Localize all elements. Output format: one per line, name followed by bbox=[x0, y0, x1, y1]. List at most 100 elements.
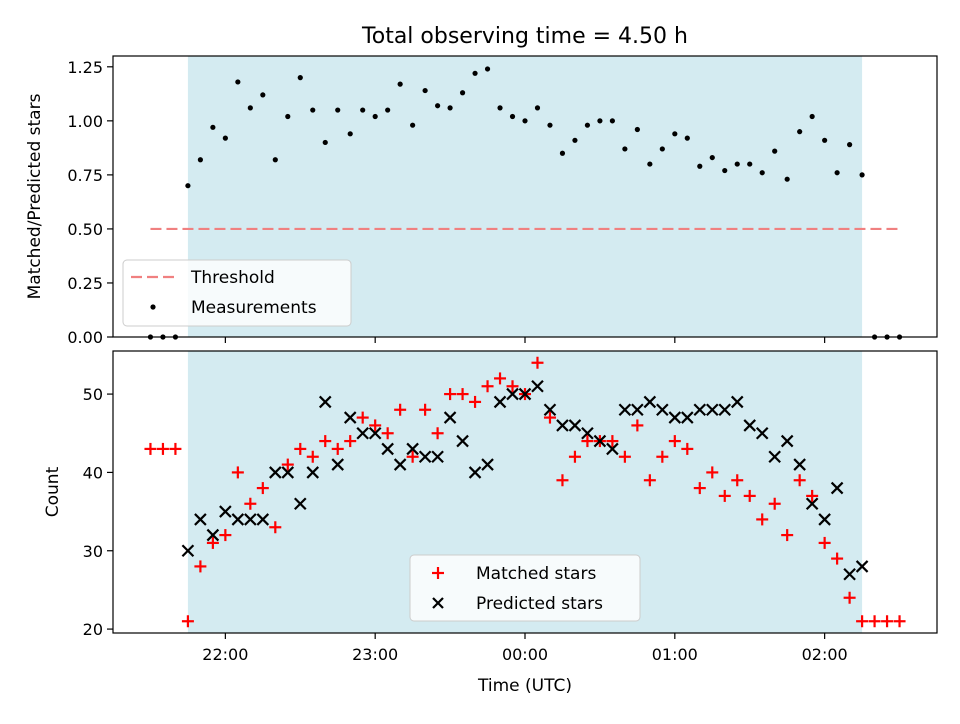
matched-star-point bbox=[181, 615, 194, 628]
measurement-point bbox=[185, 183, 191, 189]
measurement-point bbox=[210, 124, 216, 130]
y-tick-label: 0.75 bbox=[67, 166, 103, 185]
legend-predicted-label: Predicted stars bbox=[476, 594, 603, 614]
matched-star-point bbox=[469, 395, 482, 408]
matched-star-point bbox=[793, 474, 806, 487]
top-legend: Threshold Measurements bbox=[122, 259, 352, 327]
matched-star-point bbox=[194, 560, 207, 573]
predicted-star-point bbox=[181, 544, 195, 558]
matched-star-point bbox=[806, 489, 819, 502]
measurement-point bbox=[497, 105, 503, 111]
matched-star-point bbox=[881, 615, 894, 628]
measurement-point bbox=[597, 118, 603, 124]
matched-star-point bbox=[568, 450, 581, 463]
predicted-star-point bbox=[468, 466, 482, 479]
matched-star-point bbox=[431, 427, 444, 440]
predicted-star-point bbox=[543, 403, 557, 417]
measurement-point bbox=[347, 131, 353, 137]
predicted-star-point bbox=[293, 497, 307, 511]
predicted-star-point bbox=[231, 513, 245, 526]
predicted-star-point bbox=[730, 395, 744, 409]
predicted-marker-b bbox=[793, 458, 806, 471]
matched-star-point bbox=[331, 442, 344, 455]
measurement-point bbox=[260, 92, 266, 98]
measurement-point bbox=[397, 81, 403, 87]
predicted-star-point bbox=[194, 513, 207, 526]
y-tick-label: 1.25 bbox=[67, 58, 103, 77]
predicted-star-point bbox=[843, 567, 856, 581]
predicted-star-point bbox=[406, 442, 419, 456]
measurement-point bbox=[584, 122, 591, 128]
predicted-marker-b bbox=[443, 411, 457, 424]
predicted-marker-b bbox=[456, 434, 469, 448]
matched-star-point bbox=[144, 442, 157, 455]
predicted-star-point bbox=[643, 395, 657, 409]
measurement-point bbox=[459, 90, 466, 96]
matched-star-point bbox=[369, 419, 382, 432]
predicted-marker-b bbox=[331, 458, 345, 471]
predicted-star-point bbox=[306, 466, 320, 479]
predicted-marker-b bbox=[843, 567, 856, 581]
measurement-point bbox=[472, 70, 478, 76]
y-tick-label: 1.00 bbox=[67, 112, 103, 131]
predicted-marker-b bbox=[581, 426, 594, 440]
predicted-star-point bbox=[219, 505, 232, 518]
measurement-point bbox=[572, 137, 578, 143]
matched-star-point bbox=[406, 450, 419, 463]
measurement-point bbox=[559, 150, 566, 156]
predicted-star-point bbox=[331, 458, 345, 471]
predicted-star-point bbox=[368, 426, 382, 440]
matched-star-point bbox=[344, 435, 357, 448]
predicted-marker-b bbox=[543, 403, 557, 417]
measurement-point bbox=[822, 137, 828, 143]
predicted-marker-b bbox=[244, 513, 257, 526]
predicted-marker-b bbox=[568, 419, 582, 432]
matched-star-point bbox=[156, 442, 169, 455]
predicted-marker-b bbox=[531, 379, 544, 393]
matched-star-point bbox=[718, 489, 731, 502]
predicted-marker-b bbox=[506, 387, 519, 401]
x-tick-label: 00:00 bbox=[502, 645, 548, 664]
bottom-axes-frame bbox=[112, 350, 938, 634]
measurement-point bbox=[272, 157, 278, 163]
predicted-marker-b bbox=[668, 411, 682, 424]
predicted-star-point bbox=[818, 513, 831, 526]
measurement-point bbox=[747, 161, 753, 167]
matched-star-point bbox=[556, 474, 569, 487]
measurement-point bbox=[809, 113, 815, 120]
measurement-point bbox=[522, 118, 528, 124]
predicted-star-point bbox=[606, 442, 619, 456]
predicted-star-point bbox=[493, 395, 507, 409]
predicted-marker-b bbox=[368, 426, 382, 440]
y-tick-label: 40 bbox=[83, 463, 103, 482]
top-y-axis-label: Matched/Predicted stars bbox=[25, 93, 45, 299]
matched-star-point bbox=[893, 615, 906, 628]
y-tick-label: 0.50 bbox=[67, 220, 103, 239]
bottom-legend: Matched stars Predicted stars bbox=[409, 554, 641, 622]
y-tick-label: 0.00 bbox=[67, 328, 103, 347]
predicted-marker-b bbox=[768, 450, 781, 464]
matched-star-point bbox=[444, 388, 457, 401]
measurement-point bbox=[335, 107, 341, 113]
measurement-point bbox=[247, 105, 253, 111]
matched-star-point bbox=[244, 497, 257, 510]
predicted-marker-b bbox=[743, 419, 757, 432]
matched-star-point bbox=[668, 435, 681, 448]
predicted-star-point bbox=[581, 426, 594, 440]
predicted-marker-b bbox=[693, 403, 707, 417]
matched-star-point bbox=[294, 442, 307, 455]
predicted-star-point bbox=[681, 411, 694, 424]
predicted-star-point bbox=[768, 450, 781, 464]
matched-star-point bbox=[581, 435, 594, 448]
legend-predicted-swatch bbox=[432, 597, 444, 609]
measurement-point bbox=[410, 122, 416, 128]
legend-measurements-label: Measurements bbox=[191, 298, 317, 318]
measurement-point bbox=[509, 113, 516, 120]
y-tick-label: 30 bbox=[83, 542, 103, 561]
predicted-star-point bbox=[281, 466, 295, 479]
top-x-ticks bbox=[224, 337, 826, 343]
predicted-star-point bbox=[381, 442, 394, 456]
predicted-marker-b bbox=[718, 403, 732, 417]
predicted-star-point bbox=[318, 395, 332, 409]
